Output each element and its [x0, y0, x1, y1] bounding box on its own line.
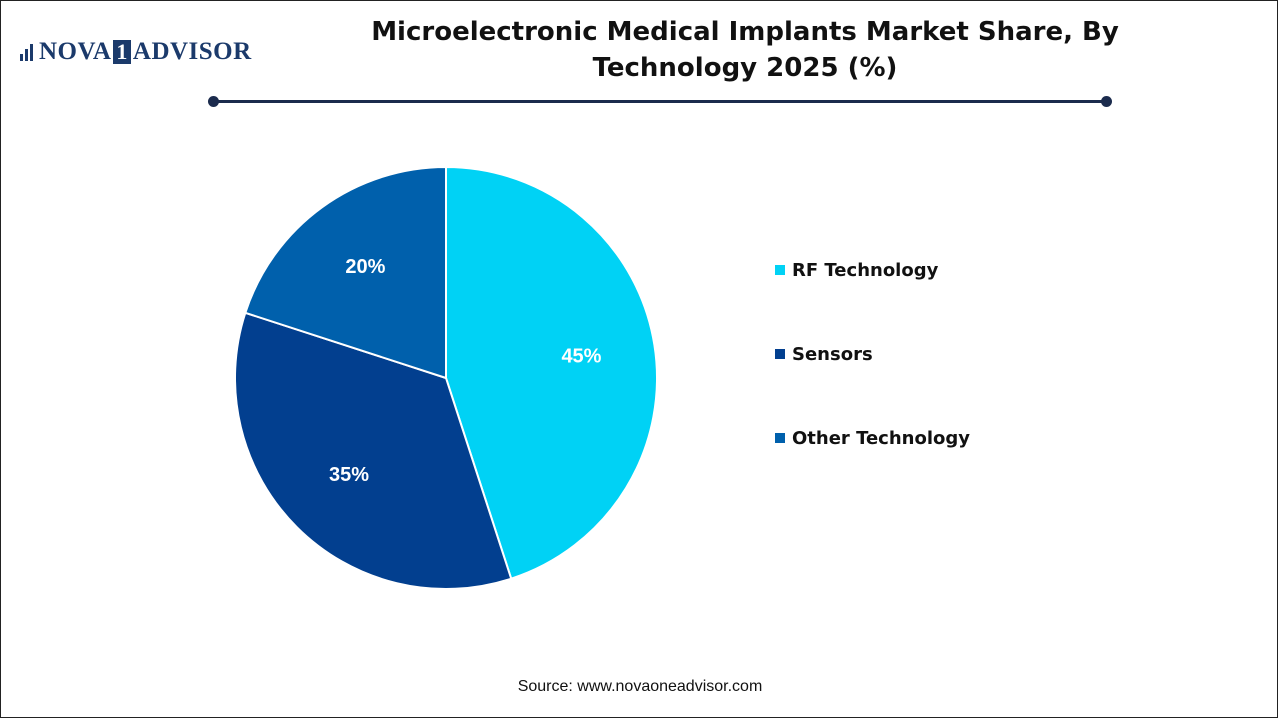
- title-underline: [213, 100, 1106, 103]
- legend-swatch: [775, 349, 785, 359]
- pie-slice-other-technology: [244, 165, 447, 380]
- legend-item-other-technology: Other Technology: [775, 424, 970, 452]
- legend-item-rf-technology: RF Technology: [775, 256, 970, 284]
- logo-text-nova: NOVA: [39, 38, 112, 65]
- legend-swatch: [775, 265, 785, 275]
- underline-left-dot: [208, 96, 219, 107]
- nova-advisor-logo: NOVA 1 ADVISOR: [20, 38, 252, 66]
- underline-right-dot: [1101, 96, 1112, 107]
- logo-bars-icon: [20, 43, 35, 61]
- pie-slice-sensors: [234, 311, 513, 590]
- legend-label: Sensors: [792, 343, 873, 365]
- pie-label-sensors: 35%: [329, 464, 369, 486]
- pie-label-other-technology: 20%: [345, 256, 385, 278]
- legend-item-sensors: Sensors: [775, 340, 970, 368]
- logo-text-one: 1: [113, 40, 131, 64]
- source-note: Source: www.novaoneadvisor.com: [517, 678, 763, 695]
- logo-text-advisor: ADVISOR: [132, 38, 252, 65]
- pie-slice-rf-technology: [445, 165, 658, 580]
- legend-label: RF Technology: [792, 259, 939, 281]
- legend-label: Other Technology: [792, 427, 970, 449]
- pie-label-rf-technology: 45%: [561, 346, 601, 368]
- legend-swatch: [775, 433, 785, 443]
- chart-title: Microelectronic Medical Implants Market …: [371, 17, 1119, 83]
- chart-legend: RF Technology Sensors Other Technology: [775, 256, 970, 508]
